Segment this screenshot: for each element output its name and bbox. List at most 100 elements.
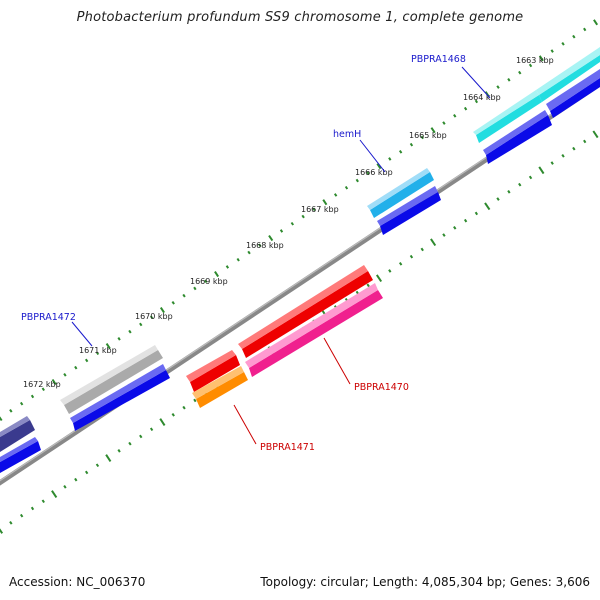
scale-tick bbox=[149, 427, 154, 432]
scale-tick bbox=[128, 329, 132, 334]
scale-tick bbox=[376, 163, 382, 170]
scale-tick bbox=[518, 182, 522, 187]
scale-label-1669: 1669 kbp bbox=[190, 277, 228, 286]
scale-tick bbox=[388, 269, 392, 273]
scale-tick bbox=[496, 85, 500, 89]
scale-tick bbox=[301, 214, 305, 219]
scale-tick bbox=[290, 221, 295, 226]
scale-label-1667: 1667 kbp bbox=[301, 205, 339, 214]
gene-blue-hemh[interactable] bbox=[377, 186, 441, 235]
genome-summary: Topology: circular; Length: 4,085,304 bp… bbox=[260, 575, 590, 589]
scale-tick bbox=[193, 286, 197, 291]
scale-tick bbox=[171, 413, 175, 417]
scale-tick bbox=[84, 358, 89, 363]
scale-tick bbox=[95, 351, 100, 356]
scale-tick bbox=[159, 307, 165, 314]
gene-hemh-forward[interactable] bbox=[367, 168, 434, 218]
label-pbpra1470[interactable]: PBPRA1470 bbox=[354, 382, 409, 393]
scale-tick bbox=[375, 274, 383, 283]
scale-tick bbox=[550, 49, 554, 53]
scale-label-1665: 1665 kbp bbox=[409, 131, 447, 140]
gene-red-forward[interactable] bbox=[186, 265, 373, 392]
scale-tick bbox=[484, 202, 491, 211]
scale-tick bbox=[344, 185, 349, 190]
scale-tick bbox=[333, 193, 338, 197]
gene-features-row2 bbox=[0, 69, 600, 473]
gene-pbpra1472-forward[interactable] bbox=[60, 345, 163, 414]
scale-tick bbox=[496, 197, 500, 201]
scale-tick bbox=[9, 521, 13, 525]
accession-text: Accession: NC_006370 bbox=[9, 575, 146, 589]
scale-tick bbox=[507, 190, 511, 194]
gene-blue-left[interactable] bbox=[0, 437, 41, 473]
scale-tick bbox=[258, 243, 262, 248]
scale-tick bbox=[312, 207, 316, 212]
scale-tick bbox=[149, 315, 154, 320]
scale-tick bbox=[279, 229, 284, 233]
scale-tick bbox=[182, 405, 186, 410]
scale-tick bbox=[409, 254, 414, 259]
scale-tick bbox=[388, 157, 392, 161]
scale-tick bbox=[74, 477, 78, 482]
scale-tick bbox=[430, 127, 436, 134]
gene-left-forward[interactable] bbox=[0, 416, 35, 452]
scale-tick bbox=[528, 63, 533, 68]
scale-tick bbox=[0, 528, 4, 534]
gene-pbpra1471-orange[interactable] bbox=[192, 366, 248, 408]
label-hemh[interactable]: hemH bbox=[333, 129, 361, 140]
gene-pbpra1470-pink[interactable] bbox=[245, 283, 383, 377]
scale-tick bbox=[355, 290, 359, 295]
label-pbpra1471[interactable]: PBPRA1471 bbox=[260, 442, 315, 453]
scale-tick bbox=[117, 449, 121, 453]
scale-tick bbox=[561, 154, 565, 158]
scale-tick bbox=[409, 142, 414, 147]
scale-tick bbox=[51, 490, 58, 498]
scale-tick bbox=[398, 150, 403, 154]
scale-tick bbox=[463, 218, 468, 223]
label-pbpra1472[interactable]: PBPRA1472 bbox=[21, 312, 76, 323]
scale-tick bbox=[63, 485, 67, 489]
scale-tick bbox=[268, 235, 274, 242]
scale-tick bbox=[592, 130, 599, 139]
label-pbpra1468[interactable]: PBPRA1468 bbox=[411, 54, 466, 65]
scale-tick bbox=[430, 238, 437, 247]
gene-pbpra1468-forward[interactable] bbox=[473, 47, 600, 143]
scale-tick bbox=[593, 19, 599, 26]
scale-label-1664: 1664 kbp bbox=[463, 93, 501, 102]
scale-tick bbox=[95, 463, 100, 468]
scale-tick bbox=[41, 499, 45, 504]
scale-label-1663: 1663 kbp bbox=[516, 56, 554, 65]
scale-tick bbox=[117, 337, 121, 341]
scale-tick bbox=[182, 293, 186, 298]
scale-tick bbox=[355, 178, 359, 183]
map-title: Photobacterium profundum SS9 chromosome … bbox=[76, 10, 524, 25]
scale-tick bbox=[474, 99, 479, 104]
scale-tick bbox=[398, 262, 403, 266]
scale-label-1666: 1666 kbp bbox=[355, 168, 393, 177]
scale-tick bbox=[9, 409, 13, 413]
scale-label-1670: 1670 kbp bbox=[135, 312, 173, 321]
scale-tick bbox=[572, 146, 576, 151]
scale-tick bbox=[0, 416, 3, 422]
scale-tick bbox=[159, 418, 166, 426]
scale-tick bbox=[366, 171, 370, 176]
scale-tick bbox=[204, 279, 208, 284]
scale-tick bbox=[474, 211, 479, 216]
scale-tick bbox=[30, 394, 35, 399]
scale-tick bbox=[105, 454, 112, 462]
gene-blue-1468[interactable] bbox=[483, 69, 600, 164]
scale-tick bbox=[139, 434, 143, 439]
scale-tick bbox=[225, 265, 230, 269]
scale-tick bbox=[442, 121, 446, 125]
gene-blue-1472[interactable] bbox=[70, 364, 170, 431]
scale-tick bbox=[561, 42, 565, 46]
outer-scale-ticks bbox=[0, 19, 599, 422]
scale-tick bbox=[322, 199, 328, 206]
scale-tick bbox=[507, 78, 511, 82]
scale-tick bbox=[51, 378, 57, 386]
scale-tick bbox=[214, 271, 220, 278]
gene-features bbox=[0, 47, 600, 452]
scale-tick bbox=[572, 34, 576, 39]
scale-tick bbox=[171, 301, 175, 305]
